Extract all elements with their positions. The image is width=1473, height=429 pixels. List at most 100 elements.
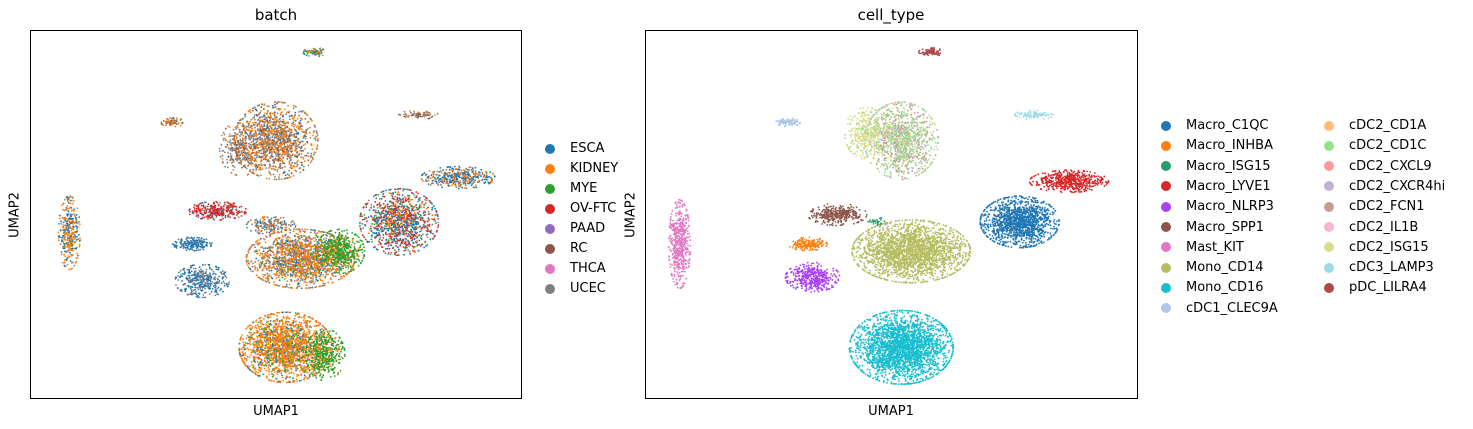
- scatter-point: [315, 53, 318, 56]
- scatter-point: [310, 160, 313, 162]
- scatter-point: [318, 54, 321, 57]
- scatter-point: [403, 115, 406, 118]
- scatter-point: [311, 119, 313, 122]
- scatter-point: [428, 114, 431, 117]
- scatter-point: [322, 48, 324, 51]
- scatter-point: [416, 113, 419, 115]
- scatter-point: [315, 130, 318, 132]
- scatter-point: [167, 120, 170, 123]
- scatter-point: [307, 55, 310, 57]
- scatter-point: [162, 119, 165, 122]
- scatter-point: [264, 112, 266, 115]
- scatter-point: [288, 161, 290, 163]
- scatter-point: [418, 112, 421, 115]
- scatter-point: [294, 123, 296, 126]
- scatter-point: [169, 122, 172, 124]
- scatter-point: [316, 144, 319, 146]
- scatter-point: [177, 122, 180, 124]
- scatter-point: [179, 124, 182, 127]
- scatter-point: [172, 116, 175, 119]
- scatter-point: [322, 54, 324, 57]
- scatter-point: [171, 123, 174, 125]
- scatter-point: [431, 115, 434, 118]
- scatter-point: [295, 150, 297, 153]
- scatter-point: [281, 153, 284, 156]
- scatter-point: [166, 117, 168, 120]
- scatter-point: [312, 47, 315, 50]
- scatter-point: [300, 156, 303, 159]
- cluster-2: [398, 110, 439, 120]
- batch-ylabel: UMAP2: [7, 192, 23, 238]
- batch-xlabel: UMAP1: [253, 404, 299, 419]
- scatter-point: [173, 119, 176, 122]
- scatter-point: [320, 52, 323, 55]
- scatter-point: [413, 110, 415, 113]
- scatter-point: [403, 113, 405, 116]
- scatter-point: [318, 50, 320, 53]
- scatter-point: [320, 51, 323, 53]
- scatter-point: [174, 125, 177, 128]
- cluster-0: [302, 47, 325, 58]
- scatter-point: [407, 114, 410, 117]
- scatter-point: [423, 113, 426, 116]
- scatter-point: [237, 127, 240, 129]
- batch-title: batch: [254, 6, 298, 24]
- scatter-point: [414, 115, 417, 118]
- scatter-point: [279, 164, 282, 167]
- scatter-point: [314, 53, 316, 56]
- scatter-point: [167, 118, 170, 121]
- scatter-point: [311, 51, 314, 54]
- scatter-point: [309, 51, 312, 54]
- scatter-point: [429, 112, 432, 115]
- cluster-1: [160, 116, 184, 128]
- scatter-point: [411, 114, 414, 117]
- scatter-point: [164, 124, 167, 127]
- scatter-point: [236, 124, 239, 127]
- scatter-point: [165, 122, 168, 125]
- scatter-point: [425, 114, 428, 116]
- scatter-point: [261, 103, 263, 106]
- scatter-point: [427, 117, 430, 120]
- scatter-point: [315, 52, 318, 54]
- scatter-point: [436, 112, 439, 115]
- scatter-point: [303, 53, 306, 56]
- scatter-point: [300, 117, 302, 120]
- scatter-point: [253, 118, 256, 121]
- scatter-point: [304, 154, 306, 157]
- scatter-point: [419, 115, 422, 118]
- scatter-point: [427, 114, 430, 117]
- scatter-point: [423, 111, 425, 114]
- scatter-point: [404, 116, 407, 118]
- scatter-point: [434, 114, 436, 116]
- scatter-point: [181, 122, 184, 124]
- scatter-point: [170, 119, 173, 122]
- scatter-point: [421, 115, 424, 118]
- batch-scatter-plot: [57, 47, 496, 384]
- scatter-point: [175, 119, 178, 122]
- scatter-point: [291, 161, 294, 164]
- scatter-point: [319, 47, 322, 49]
- scatter-point: [305, 54, 308, 57]
- scatter-point: [160, 121, 163, 124]
- scatter-point: [409, 111, 412, 114]
- scatter-point: [179, 119, 182, 121]
- scatter-point: [288, 162, 291, 165]
- scatter-point: [409, 110, 411, 112]
- scatter-point: [403, 110, 406, 113]
- scatter-point: [315, 49, 318, 52]
- scatter-point: [398, 113, 400, 116]
- scatter-point: [320, 49, 322, 52]
- scatter-point: [165, 121, 168, 124]
- scatter-point: [305, 50, 308, 53]
- scatter-point: [306, 52, 309, 55]
- scatter-point: [404, 113, 407, 116]
- scatter-point: [399, 113, 402, 116]
- scatter-point: [428, 111, 430, 114]
- scatter-point: [260, 106, 263, 109]
- scatter-point: [161, 123, 163, 126]
- scatter-point: [306, 121, 309, 124]
- scatter-point: [313, 49, 316, 52]
- scatter-point: [266, 105, 269, 107]
- scatter-point: [312, 134, 314, 137]
- scatter-point: [417, 114, 420, 117]
